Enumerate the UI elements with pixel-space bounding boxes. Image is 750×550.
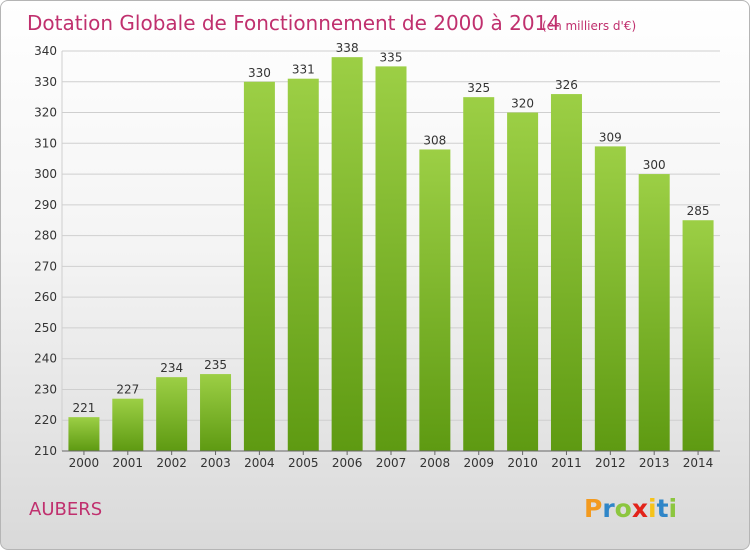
x-tick-label: 2007 <box>376 456 407 470</box>
bar-value-label: 338 <box>336 41 359 55</box>
y-tick-label: 290 <box>34 198 57 212</box>
bar-value-label: 309 <box>599 130 622 144</box>
bar-value-label: 325 <box>467 81 490 95</box>
logo-letter: x <box>632 494 648 523</box>
bar <box>682 220 714 451</box>
x-tick-label: 2014 <box>683 456 714 470</box>
x-tick-label: 2004 <box>244 456 275 470</box>
bar-value-label: 335 <box>380 50 403 64</box>
bar <box>331 57 363 452</box>
bar <box>200 374 232 451</box>
y-tick-label: 270 <box>34 259 57 273</box>
x-axis: 2000 2001 2002 2003 2004 2005 2006 2007 2008 2009… <box>62 450 720 470</box>
logo-letter: i <box>648 494 657 523</box>
y-tick-label: 250 <box>34 321 57 335</box>
bar-value-label: 308 <box>423 133 446 147</box>
bar <box>243 81 275 452</box>
bar-value-label: 221 <box>72 401 95 415</box>
bar-value-label: 330 <box>248 66 271 80</box>
y-tick-label: 210 <box>34 444 57 458</box>
y-tick-label: 320 <box>34 106 57 120</box>
x-tick-label: 2009 <box>463 456 494 470</box>
bar <box>507 112 539 452</box>
y-tick-label: 340 <box>34 44 57 58</box>
bar <box>638 174 670 452</box>
bar <box>463 97 495 452</box>
bar-value-label: 300 <box>643 158 666 172</box>
y-tick-label: 220 <box>34 413 57 427</box>
bar-value-label: 331 <box>292 63 315 77</box>
y-tick-label: 240 <box>34 352 57 366</box>
x-tick-label: 2006 <box>332 456 363 470</box>
y-tick-label: 310 <box>34 136 57 150</box>
bar-value-label: 227 <box>116 383 139 397</box>
y-axis: 210 220 230 240 250 260 270 280 290 300 310 320 330 3… <box>34 44 63 458</box>
x-tick-label: 2012 <box>595 456 626 470</box>
x-tick-label: 2002 <box>156 456 187 470</box>
bar <box>550 94 582 452</box>
bar-value-label: 326 <box>555 78 578 92</box>
bar <box>287 78 319 451</box>
y-tick-label: 300 <box>34 167 57 181</box>
x-tick-label: 2005 <box>288 456 319 470</box>
x-tick-label: 2010 <box>507 456 538 470</box>
bar <box>375 66 407 451</box>
bar <box>594 146 626 451</box>
bar-value-label: 320 <box>511 97 534 111</box>
logo-letter: o <box>615 494 632 523</box>
logo-letter: t <box>657 494 669 523</box>
bar-value-label: 285 <box>687 204 710 218</box>
commune-name: AUBERS <box>29 499 102 520</box>
x-tick-label: 2001 <box>113 456 144 470</box>
bar <box>112 398 144 451</box>
bar-value-label: 234 <box>160 361 183 375</box>
y-tick-label: 230 <box>34 382 57 396</box>
logo-letter: P <box>584 494 602 523</box>
y-tick-label: 280 <box>34 229 57 243</box>
unit-note: (en milliers d'€) <box>542 19 636 33</box>
bars: 221 227 234 235 330 331 338 335 308 325 320 326 309 3… <box>68 41 714 452</box>
logo-letter: r <box>602 494 615 523</box>
chart-title: Dotation Globale de Fonctionnement de 20… <box>27 11 560 35</box>
x-tick-label: 2003 <box>200 456 231 470</box>
bar <box>419 149 451 451</box>
bar-value-label: 235 <box>204 358 227 372</box>
y-tick-label: 330 <box>34 75 57 89</box>
logo-letter: i <box>669 494 678 523</box>
x-tick-label: 2000 <box>69 456 100 470</box>
bar <box>156 377 188 451</box>
y-tick-label: 260 <box>34 290 57 304</box>
proxiti-logo: Proxiti <box>584 494 677 523</box>
bar <box>68 417 100 451</box>
x-tick-label: 2008 <box>420 456 451 470</box>
x-tick-label: 2011 <box>551 456 582 470</box>
x-tick-label: 2013 <box>639 456 670 470</box>
